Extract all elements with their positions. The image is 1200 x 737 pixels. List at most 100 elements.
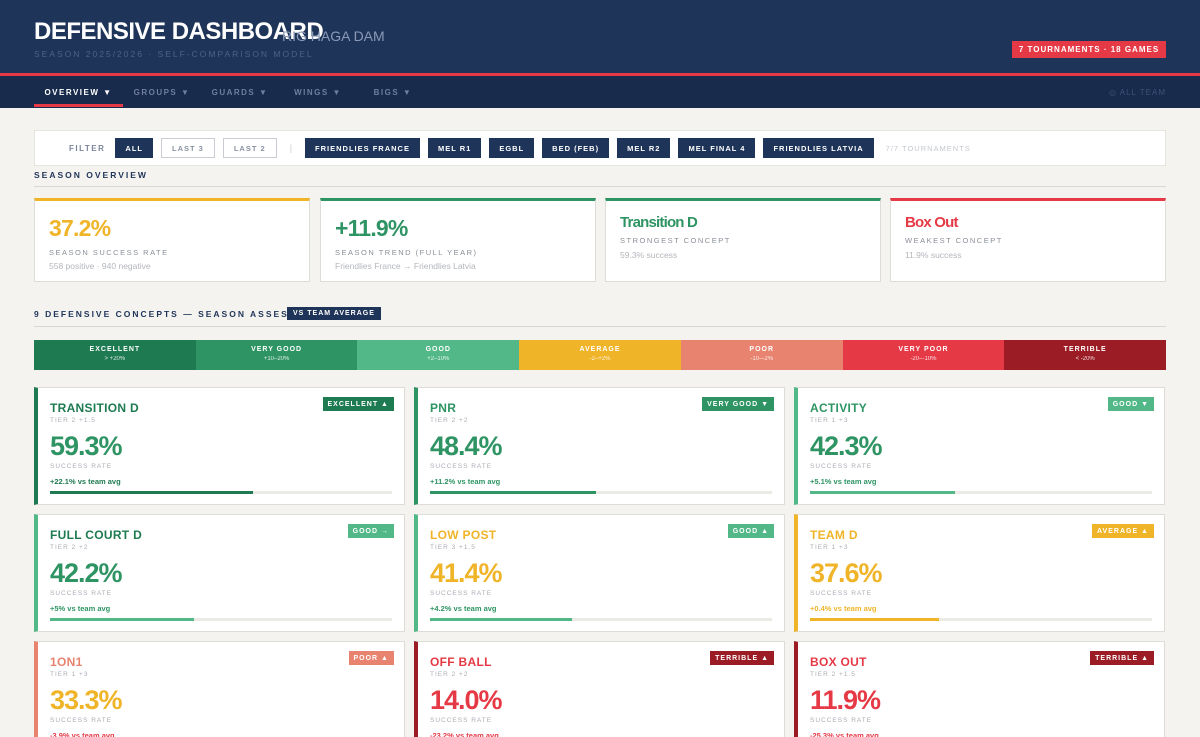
nav-tab[interactable]: GUARDS ▼ — [211, 87, 269, 97]
summary-label: SEASON TREND (FULL YEAR) — [335, 248, 478, 257]
concept-delta: +22.1% vs team avg — [50, 477, 121, 486]
comparison-badge: VS TEAM AVERAGE — [287, 307, 381, 320]
divider — [34, 326, 1166, 327]
tournament-button[interactable]: MEL R1 — [427, 138, 482, 158]
filter-label: FILTER — [69, 143, 106, 153]
rating-badge: VERY GOOD ▼ — [702, 397, 774, 411]
concept-card: ACTIVITY TIER 1 +3 42.3% SUCCESS RATE +5.1% … — [794, 387, 1165, 505]
progress-track — [430, 491, 772, 494]
progress-fill — [810, 618, 939, 621]
scale-segment: VERY GOOD +10–20% — [195, 340, 358, 370]
rate-label: SUCCESS RATE — [430, 717, 493, 724]
subtitle: SEASON 2025/2026 · SELF-COMPARISON MODEL — [34, 49, 314, 59]
nav-tab[interactable]: BIGS ▼ — [373, 87, 413, 97]
concept-tier: TIER 2 +2 — [430, 417, 469, 424]
section-heading: SEASON OVERVIEW — [34, 170, 148, 180]
concept-delta: +4.2% vs team avg — [430, 604, 497, 613]
concept-card: TEAM D TIER 1 +3 37.6% SUCCESS RATE +0.4% vs… — [794, 514, 1165, 632]
concept-delta: -3.9% vs team avg — [50, 731, 115, 737]
concept-card: LOW POST TIER 3 +1.5 41.4% SUCCESS RATE +4.2… — [414, 514, 785, 632]
range-button[interactable]: LAST 3 — [161, 138, 215, 158]
concept-tier: TIER 2 +1.5 — [50, 417, 96, 424]
rate-label: SUCCESS RATE — [430, 590, 493, 597]
concept-name: OFF BALL — [430, 655, 492, 669]
progress-track — [50, 618, 392, 621]
rating-badge: POOR ▲ — [348, 651, 394, 665]
summary-label: STRONGEST CONCEPT — [620, 236, 731, 245]
summary-label: SEASON SUCCESS RATE — [49, 248, 169, 257]
scale-range: -20–-10% — [910, 356, 937, 362]
progress-fill — [810, 491, 955, 494]
rating-scale: EXCELLENT > +20% VERY GOOD +10–20% GOOD +2–10… — [34, 340, 1167, 370]
progress-track — [430, 618, 772, 621]
concept-rate: 59.3% — [50, 431, 123, 461]
concept-delta: +5% vs team avg — [50, 604, 111, 613]
concept-delta: +11.2% vs team avg — [430, 477, 501, 486]
concept-card: BOX OUT TIER 2 +1.5 11.9% SUCCESS RATE -25.3… — [794, 641, 1165, 737]
rate-label: SUCCESS RATE — [810, 463, 873, 470]
nav-tab[interactable]: OVERVIEW ▼ — [34, 76, 123, 108]
progress-track — [50, 491, 392, 494]
scale-segment: VERY POOR -20–-10% — [842, 340, 1005, 370]
filter-bar: FILTER ALL LAST 3 LAST 2 | FRIENDLIES FRANCE… — [34, 130, 1166, 166]
summary-detail: 11.9% success — [905, 250, 962, 260]
summary-value: Transition D — [620, 214, 698, 231]
concept-rate: 42.3% — [810, 431, 883, 461]
range-button[interactable]: ALL — [115, 138, 153, 158]
concept-name: FULL COURT D — [50, 528, 143, 542]
tournament-button[interactable]: FRIENDLIES FRANCE — [305, 138, 420, 158]
tournament-button[interactable]: BED (FEB) — [542, 138, 610, 158]
concept-rate: 41.4% — [430, 558, 503, 588]
concept-name: LOW POST — [430, 528, 497, 542]
summary-value: 37.2% — [49, 215, 111, 241]
rate-label: SUCCESS RATE — [810, 717, 873, 724]
scale-name: VERY POOR — [898, 346, 949, 353]
scale-segment: GOOD +2–10% — [357, 340, 520, 370]
concept-name: TEAM D — [810, 528, 858, 542]
progress-fill — [50, 491, 253, 494]
rate-label: SUCCESS RATE — [50, 463, 113, 470]
scale-range: +10–20% — [263, 356, 290, 362]
progress-track — [810, 491, 1152, 494]
rating-badge: GOOD ▲ — [727, 524, 774, 538]
progress-fill — [50, 618, 195, 621]
rate-label: SUCCESS RATE — [810, 590, 873, 597]
header-bar — [0, 0, 1200, 73]
concept-tier: TIER 2 +2 — [430, 671, 469, 678]
scale-name: VERY GOOD — [251, 346, 303, 353]
summary-card: 37.2% SEASON SUCCESS RATE 558 positive · 9… — [34, 198, 310, 282]
tournament-button[interactable]: FRIENDLIES LATVIA — [763, 138, 874, 158]
concept-tier: TIER 3 +1.5 — [430, 544, 476, 551]
rating-badge: EXCELLENT ▲ — [322, 397, 394, 411]
tournament-button[interactable]: EGBL — [489, 138, 535, 158]
accent-line — [0, 73, 1200, 76]
concept-card: TRANSITION D TIER 2 +1.5 59.3% SUCCESS RATE… — [34, 387, 405, 505]
range-button[interactable]: LAST 2 — [222, 138, 277, 158]
rating-badge: TERRIBLE ▲ — [710, 651, 774, 665]
scale-range: > +20% — [104, 356, 126, 362]
concept-name: TRANSITION D — [50, 401, 139, 415]
concept-tier: TIER 1 +3 — [810, 544, 849, 551]
team-select[interactable]: ◎ ALL TEAM — [1109, 87, 1166, 97]
summary-card: Transition D STRONGEST CONCEPT 59.3% succe… — [605, 198, 881, 282]
tournament-button[interactable]: MEL FINAL 4 — [678, 138, 756, 158]
concept-delta: -23.2% vs team avg — [430, 731, 499, 737]
concept-rate: 33.3% — [50, 685, 123, 715]
team-name: RIG HAGA DAM — [282, 28, 385, 44]
rate-label: SUCCESS RATE — [50, 717, 113, 724]
concept-name: ACTIVITY — [810, 401, 868, 415]
concept-tier: TIER 2 +1.5 — [810, 671, 856, 678]
rate-label: SUCCESS RATE — [430, 463, 493, 470]
concept-name: 1ON1 — [50, 655, 83, 669]
tournament-button[interactable]: MEL R2 — [617, 138, 671, 158]
summary-card: +11.9% SEASON TREND (FULL YEAR) Friendlies… — [320, 198, 596, 282]
nav-tab[interactable]: GROUPS ▼ — [133, 87, 191, 97]
summary-value: +11.9% — [335, 215, 408, 241]
section-heading: 9 DEFENSIVE CONCEPTS — SEASON ASSESSMENT — [34, 309, 329, 319]
scale-segment: POOR -10–-2% — [680, 340, 843, 370]
scale-segment: TERRIBLE < -20% — [1004, 340, 1167, 370]
rate-label: SUCCESS RATE — [50, 590, 113, 597]
nav-tab[interactable]: WINGS ▼ — [294, 87, 342, 97]
separator: | — [289, 143, 293, 153]
concept-rate: 42.2% — [50, 558, 123, 588]
